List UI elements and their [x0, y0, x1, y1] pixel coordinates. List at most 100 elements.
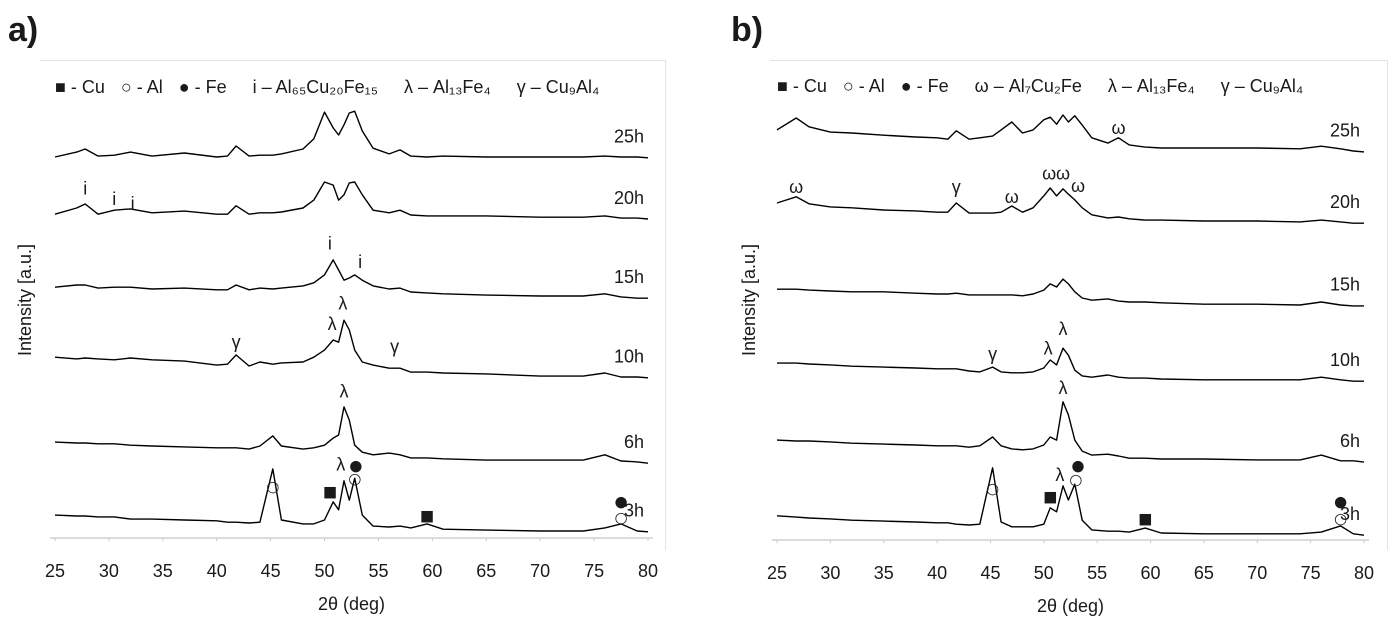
xrd-trace [54, 468, 649, 533]
legend-entry: ○ - Al [843, 76, 885, 96]
peak-annotation: ■ [1043, 487, 1057, 505]
peak-annotation: ■ [323, 482, 337, 500]
peak-annotation: λ [1059, 378, 1068, 398]
legend-entry: ● - Fe [901, 76, 949, 96]
x-tick-label: 75 [1301, 563, 1321, 583]
x-axis-label: 2θ (deg) [318, 594, 385, 614]
peak-annotation: ○ [1069, 471, 1082, 489]
peak-annotation: ○ [266, 477, 279, 495]
peak-annotation: ω [1056, 164, 1070, 184]
peak-annotation: γ [390, 337, 399, 357]
series-label: 15h [614, 267, 644, 287]
peak-annotation: ● [1071, 457, 1084, 475]
peak-annotation: i [358, 252, 362, 272]
peak-annotation: ω [1042, 164, 1056, 184]
x-tick-label: 35 [153, 561, 173, 581]
x-tick-label: 30 [820, 563, 840, 583]
peak-annotation: γ [952, 177, 961, 197]
x-tick-label: 75 [584, 561, 604, 581]
peak-annotation: λ [328, 314, 337, 334]
series-label: 15h [1330, 275, 1360, 295]
peak-annotation: i [112, 189, 116, 209]
x-tick-label: 65 [1194, 563, 1214, 583]
x-tick-label: 45 [261, 561, 281, 581]
peak-annotation: ○ [986, 479, 999, 497]
legend-entry: ■ - Cu [777, 76, 827, 96]
legend-entry: λ – Al₁₃Fe₄ [404, 77, 491, 97]
series-label: 3h [624, 501, 644, 521]
series-label: 20h [614, 188, 644, 208]
series-label: 6h [624, 432, 644, 452]
x-tick-label: 50 [315, 561, 335, 581]
series-label: 25h [1330, 121, 1360, 141]
xrd-trace [777, 347, 1364, 382]
peak-annotation: i [131, 194, 135, 214]
x-tick-label: 70 [1247, 563, 1267, 583]
x-tick-label: 30 [99, 561, 119, 581]
y-axis-label: Intensity [a.u.] [15, 244, 35, 356]
x-tick-label: 25 [45, 561, 65, 581]
x-tick-label: 45 [980, 563, 1000, 583]
legend-entry: i – Al₆₅Cu₂₀Fe₁₅ [253, 77, 378, 97]
peak-annotation: λ [1055, 465, 1064, 485]
peak-annotation: ● [614, 492, 627, 510]
x-tick-label: 50 [1034, 563, 1054, 583]
x-tick-label: 55 [1087, 563, 1107, 583]
peak-annotation: λ [339, 382, 348, 402]
peak-annotation: γ [988, 344, 997, 364]
frame-top [40, 60, 666, 61]
peak-annotation: ■ [420, 507, 434, 525]
peak-annotation: ○ [1334, 509, 1347, 527]
peak-annotation: ● [1334, 493, 1347, 511]
series-label: 25h [614, 127, 644, 147]
peak-annotation: ω [1005, 187, 1019, 207]
xrd-trace [54, 259, 648, 299]
peak-annotation: ○ [348, 470, 361, 488]
xrd-trace [777, 278, 1364, 307]
frame-top [770, 60, 1388, 61]
series-label: 10h [1330, 350, 1360, 370]
x-tick-label: 25 [767, 563, 787, 583]
peak-annotation: i [83, 179, 87, 199]
panel-label: b) [731, 11, 763, 49]
peak-annotation: ○ [614, 509, 627, 527]
legend-entry: ● - Fe [179, 77, 227, 97]
xrd-trace [54, 110, 649, 159]
x-tick-label: 55 [368, 561, 388, 581]
legend-entry: γ – Cu₉Al₄ [1221, 76, 1304, 96]
series-label: 20h [1330, 192, 1360, 212]
peak-annotation: λ [1059, 319, 1068, 339]
x-tick-label: 80 [1354, 563, 1374, 583]
peak-annotation: i [328, 234, 332, 254]
panel-label: a) [8, 11, 38, 49]
x-tick-label: 80 [638, 561, 658, 581]
peak-annotation: ω [789, 177, 803, 197]
xrd-trace [54, 181, 649, 220]
xrd-trace [776, 401, 1365, 463]
frame-right [665, 60, 666, 550]
x-tick-label: 65 [476, 561, 496, 581]
x-tick-label: 35 [874, 563, 894, 583]
x-tick-label: 60 [1141, 563, 1161, 583]
peak-annotation: ● [349, 456, 362, 474]
x-tick-label: 40 [927, 563, 947, 583]
xrd-trace [54, 319, 649, 379]
peak-annotation: λ [1044, 339, 1053, 359]
legend-entry: ω – Al₇Cu₂Fe [975, 76, 1082, 96]
legend-entry: λ – Al₁₃Fe₄ [1108, 76, 1195, 96]
xrd-trace [776, 187, 1364, 224]
legend-entry: ■ - Cu [55, 77, 105, 97]
y-axis-label: Intensity [a.u.] [739, 244, 759, 356]
peak-annotation: ■ [1138, 509, 1152, 527]
x-tick-label: 70 [530, 561, 550, 581]
peak-annotation: λ [336, 455, 345, 475]
peak-annotation: γ [232, 332, 241, 352]
series-label: 10h [614, 347, 644, 367]
xrd-trace [776, 114, 1365, 153]
legend-entry: ○ - Al [121, 77, 163, 97]
peak-annotation: λ [338, 294, 347, 314]
series-label: 6h [1340, 431, 1360, 451]
x-axis-label: 2θ (deg) [1037, 596, 1104, 616]
